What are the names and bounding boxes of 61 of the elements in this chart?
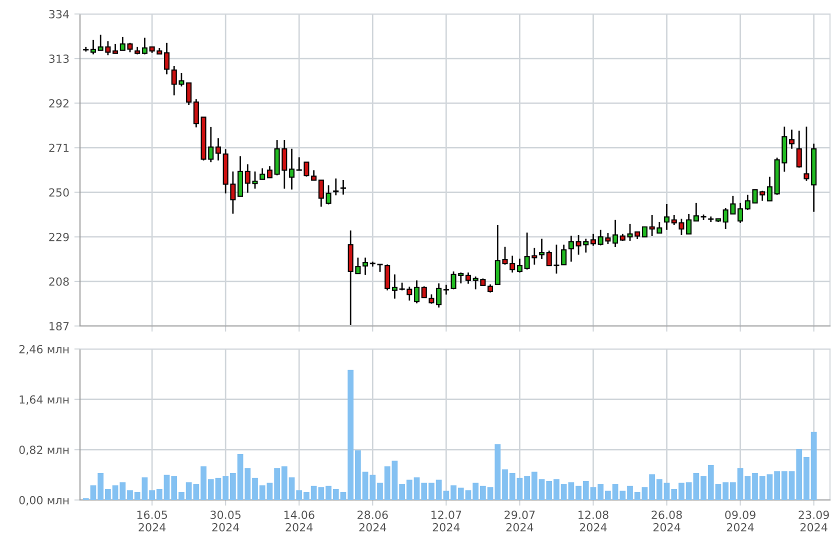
candlestick <box>333 178 339 196</box>
candlestick <box>112 43 118 54</box>
y-tick-label: 271 <box>49 144 69 152</box>
x-tick-label: 26.08 2024 <box>652 510 682 532</box>
y-tick-label: 250 <box>49 188 69 197</box>
candlestick <box>266 165 272 178</box>
candlestick <box>362 256 368 276</box>
candlestick <box>340 179 346 196</box>
candlestick <box>693 202 699 222</box>
candlestick <box>384 264 390 292</box>
candlestick <box>465 272 471 284</box>
x-tick-label: 30.05 2024 <box>210 510 241 532</box>
x-tick-label: 16.05 2024 <box>137 510 167 532</box>
candlestick <box>421 286 427 298</box>
candlestick <box>428 294 434 304</box>
x-tick-label: 09.09 2024 <box>725 510 756 532</box>
y-tick-label: 229 <box>49 232 69 242</box>
candlestick <box>289 148 295 190</box>
candlestick <box>436 282 442 308</box>
candlestick <box>215 137 221 162</box>
candlestick <box>443 284 449 296</box>
candlestick <box>186 82 192 106</box>
y-tick-label: 292 <box>49 99 68 108</box>
candlestick <box>561 244 567 266</box>
x-tick-label: 29.07 2024 <box>504 510 535 532</box>
y-tick-label: 0,00 млн <box>19 496 69 506</box>
candlestick <box>590 233 596 246</box>
y-tick-label: 313 <box>49 54 69 63</box>
y-tick-label: 2,46 млн <box>19 344 69 355</box>
x-tick-label: 12.07 2024 <box>431 510 462 532</box>
y-tick-label: 334 <box>49 10 69 18</box>
candlestick <box>612 219 618 248</box>
candlestick <box>642 226 648 238</box>
candlestick <box>789 128 795 150</box>
candlestick <box>568 235 574 262</box>
y-tick-label: 208 <box>49 277 69 286</box>
candlestick <box>766 176 772 202</box>
candlestick <box>539 238 545 260</box>
candlestick <box>142 37 148 56</box>
candlestick <box>392 274 398 300</box>
candlestick <box>664 203 670 231</box>
candlestick <box>516 258 522 274</box>
candlestick <box>193 98 199 128</box>
x-tick-label: 14.06 2024 <box>284 510 314 532</box>
y-tick-label: 0,82 млн <box>19 446 69 456</box>
candlestick <box>260 168 266 180</box>
candlestick <box>90 39 96 56</box>
candlestick <box>318 179 324 208</box>
y-tick-label: 1,64 млн <box>20 395 69 405</box>
candlestick <box>164 42 170 75</box>
candlestick <box>686 213 692 235</box>
candlestick <box>414 280 420 304</box>
x-tick-label: 28.06 2024 <box>358 510 388 532</box>
candlestick <box>311 170 317 181</box>
y-tick-label: 187 <box>50 322 69 330</box>
x-tick-label: 12.08 2024 <box>578 510 608 532</box>
candlestick <box>804 126 810 182</box>
candlestick <box>326 184 332 206</box>
candlestick <box>796 130 802 168</box>
x-tick-label: 23.09 2024 <box>798 510 829 532</box>
candlestick <box>738 202 744 224</box>
